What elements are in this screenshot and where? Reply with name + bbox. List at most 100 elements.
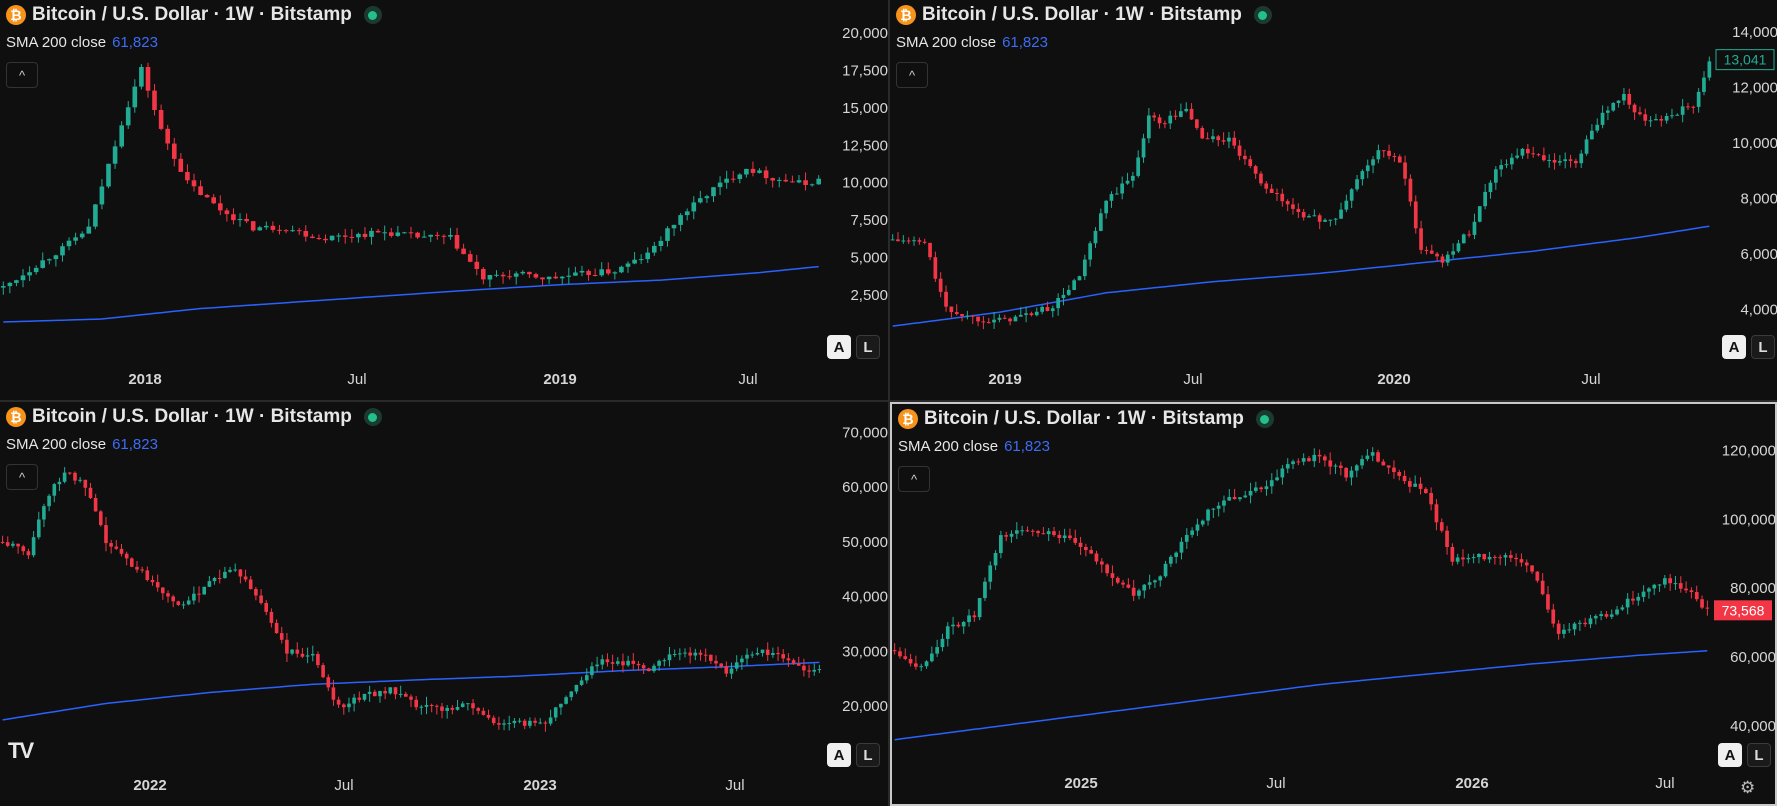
candle — [972, 610, 977, 622]
collapse-legend-button[interactable]: ^ — [898, 466, 930, 492]
time-axis-label: Jul — [334, 777, 353, 794]
candle — [745, 648, 749, 666]
pane-divider-horizontal[interactable] — [0, 400, 1777, 402]
candle — [1131, 171, 1135, 188]
candle — [1429, 244, 1434, 255]
symbol-legend[interactable]: ₿ Bitcoin / U.S. Dollar · 1W · Bitstamp — [6, 406, 382, 428]
candle — [191, 173, 197, 192]
candle — [237, 213, 243, 227]
candle — [1153, 579, 1157, 588]
chart-plot[interactable]: 20,000 17,500 15,000 12,500 10,000 7,500 5,000… — [0, 0, 888, 400]
candle — [621, 653, 625, 673]
candle — [684, 208, 690, 221]
candle — [590, 662, 594, 679]
symbol-legend[interactable]: ₿ Bitcoin / U.S. Dollar · 1W · Bitstamp — [896, 4, 1272, 26]
chart-plot[interactable]: 70,000 60,000 50,000 40,000 30,000 20,000 2022… — [0, 402, 888, 806]
log-scale-button[interactable]: L — [1751, 335, 1775, 359]
candle — [626, 655, 630, 667]
symbol-title: Bitcoin / U.S. Dollar · 1W · Bitstamp — [32, 4, 352, 25]
candle — [502, 719, 506, 731]
candle — [896, 232, 900, 242]
auto-scale-button[interactable]: A — [827, 743, 851, 767]
auto-scale-button[interactable]: A — [1722, 335, 1746, 359]
indicator-legend[interactable]: SMA 200 close 61,823 — [6, 34, 158, 51]
candle — [1211, 507, 1216, 518]
candle — [1040, 305, 1044, 315]
chart-pane-bottom-right[interactable]: 120,000 100,000 80,000 60,000 40,000 73,568 20… — [890, 402, 1777, 806]
candle — [1418, 477, 1423, 495]
candle — [1125, 172, 1130, 185]
candle — [342, 703, 346, 715]
symbol-legend[interactable]: ₿ Bitcoin / U.S. Dollar · 1W · Bitstamp — [898, 408, 1274, 430]
candle — [1050, 305, 1055, 318]
candle — [1099, 208, 1103, 232]
candle — [140, 566, 144, 573]
chart-pane-top-right[interactable]: 14,000 12,000 10,000 8,000 6,000 4,000 13,041 2… — [890, 0, 1777, 400]
candle — [1686, 102, 1690, 110]
candle — [1205, 132, 1210, 140]
price-axis-label: 5,000 — [850, 250, 888, 267]
candle — [1275, 469, 1279, 482]
auto-scale-button[interactable]: A — [827, 335, 851, 359]
candle — [1568, 154, 1573, 168]
pane-divider-vertical[interactable] — [888, 0, 890, 806]
log-scale-button[interactable]: L — [856, 743, 880, 767]
settings-icon[interactable]: ⚙ — [1740, 778, 1756, 797]
indicator-legend[interactable]: SMA 200 close 61,823 — [898, 438, 1050, 455]
log-scale-button[interactable]: L — [1747, 743, 1771, 767]
candle — [1030, 529, 1035, 537]
candle — [31, 531, 36, 558]
candle — [1349, 187, 1354, 209]
candle — [513, 271, 519, 285]
price-axis-label: 12,000 — [1732, 79, 1777, 96]
log-scale-button[interactable]: L — [856, 335, 880, 359]
time-axis-label: Jul — [1183, 371, 1202, 388]
candle — [1056, 293, 1060, 316]
candle — [285, 632, 289, 662]
candle — [243, 569, 248, 583]
chart-pane-top-left[interactable]: 20,000 17,500 15,000 12,500 10,000 7,500 5,000… — [0, 0, 888, 400]
candle — [1141, 133, 1146, 163]
candle — [750, 651, 754, 658]
candle — [616, 657, 620, 666]
sma-line — [894, 650, 1708, 741]
collapse-legend-button[interactable]: ^ — [896, 62, 928, 88]
indicator-legend[interactable]: SMA 200 close 61,823 — [6, 436, 158, 453]
candle — [1631, 590, 1635, 605]
candle — [1046, 527, 1051, 542]
sma-line — [3, 265, 819, 323]
candle — [419, 704, 424, 715]
candle — [1519, 553, 1524, 567]
candle — [99, 510, 103, 527]
tradingview-logo[interactable]: TV — [8, 738, 34, 763]
candle — [1616, 100, 1621, 108]
candle — [323, 234, 328, 244]
candle — [1371, 156, 1375, 174]
candle — [737, 173, 743, 184]
candle — [26, 548, 31, 560]
chart-plot[interactable]: 120,000 100,000 80,000 60,000 40,000 73,568 20… — [892, 404, 1775, 804]
candle — [1184, 528, 1189, 549]
candle — [1680, 98, 1685, 123]
price-axis-label: 40,000 — [1730, 718, 1775, 735]
indicator-value: 61,823 — [112, 34, 158, 51]
candle — [564, 695, 568, 705]
candle — [1434, 499, 1439, 531]
chart-plot[interactable]: 14,000 12,000 10,000 8,000 6,000 4,000 13,041 2… — [890, 0, 1777, 400]
symbol-legend[interactable]: ₿ Bitcoin / U.S. Dollar · 1W · Bitstamp — [6, 4, 382, 26]
candle — [1622, 87, 1626, 106]
candle — [112, 140, 118, 169]
chart-pane-bottom-left[interactable]: 70,000 60,000 50,000 40,000 30,000 20,000 2022… — [0, 402, 888, 806]
indicator-legend[interactable]: SMA 200 close 61,823 — [896, 34, 1048, 51]
candle — [1381, 150, 1386, 158]
candle — [145, 62, 151, 98]
price-axis-label: 17,500 — [842, 62, 888, 79]
collapse-legend-button[interactable]: ^ — [6, 62, 38, 88]
auto-scale-button[interactable]: A — [1718, 743, 1742, 767]
candle — [757, 168, 762, 174]
candle — [1673, 576, 1678, 590]
collapse-legend-button[interactable]: ^ — [6, 464, 38, 490]
indicator-label: SMA 200 close — [6, 436, 107, 453]
candle — [522, 719, 527, 730]
candle — [645, 247, 650, 264]
